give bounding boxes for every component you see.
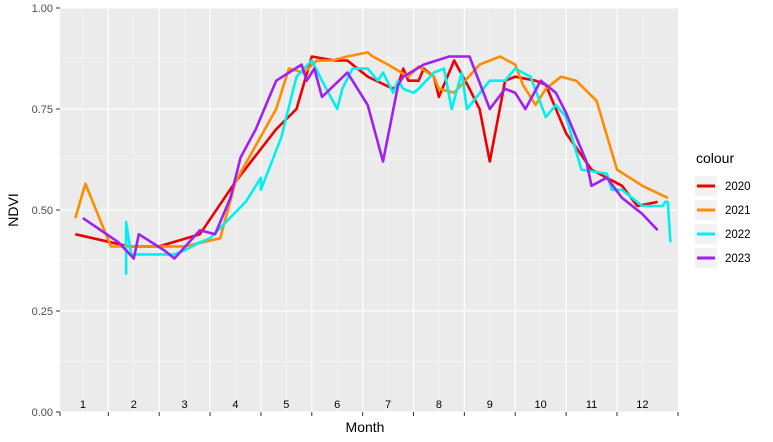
legend-label-2022: 2022 bbox=[725, 229, 751, 241]
series-line-2023 bbox=[82, 55, 659, 260]
month-labels: 1 2 3 4 5 6 7 8 9 10 11 12 bbox=[80, 399, 649, 411]
month-label: 4 bbox=[232, 399, 238, 411]
legend-title: colour bbox=[696, 150, 734, 166]
series-lines bbox=[74, 51, 672, 275]
month-label: 3 bbox=[182, 399, 188, 411]
month-label: 6 bbox=[334, 399, 340, 411]
y-tick-label: 0.00 bbox=[32, 407, 53, 419]
month-label: 8 bbox=[436, 399, 442, 411]
month-label: 5 bbox=[283, 399, 289, 411]
y-axis-title: NDVI bbox=[5, 193, 21, 226]
month-label: 7 bbox=[385, 399, 391, 411]
x-axis bbox=[59, 412, 679, 416]
month-label: 1 bbox=[80, 399, 86, 411]
y-axis: 0.00 0.25 0.50 0.75 1.00 bbox=[32, 3, 60, 419]
y-tick-label: 0.25 bbox=[32, 306, 53, 318]
legend-label-2023: 2023 bbox=[725, 253, 751, 265]
legend-label-2021: 2021 bbox=[725, 205, 751, 217]
y-tick-label: 0.75 bbox=[32, 104, 53, 116]
series-line-2021 bbox=[74, 51, 669, 248]
y-tick-label: 0.50 bbox=[32, 205, 53, 217]
series-line-2022 bbox=[124, 59, 672, 275]
x-axis-title: Month bbox=[346, 419, 385, 435]
legend-label-2020: 2020 bbox=[725, 181, 751, 193]
month-label: 9 bbox=[487, 399, 493, 411]
month-label: 12 bbox=[636, 399, 648, 411]
y-tick-label: 1.00 bbox=[32, 3, 53, 15]
legend: colour 2020 2021 2022 2023 bbox=[695, 150, 751, 268]
month-label: 2 bbox=[131, 399, 137, 411]
month-label: 10 bbox=[535, 399, 547, 411]
month-label: 11 bbox=[586, 399, 597, 411]
grid-major bbox=[60, 7, 678, 413]
